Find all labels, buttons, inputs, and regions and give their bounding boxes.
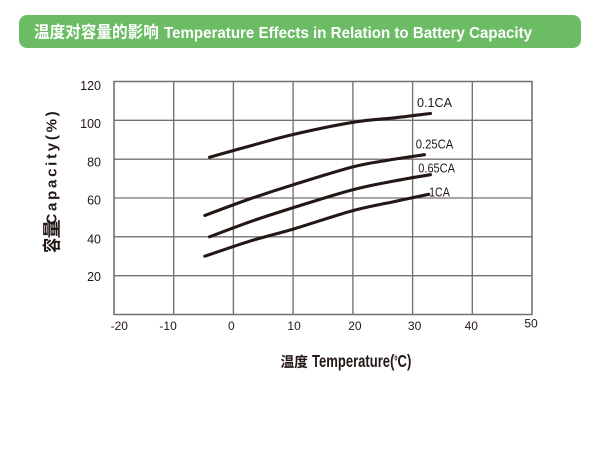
svg-text:10: 10 — [287, 319, 301, 333]
svg-text:80: 80 — [87, 155, 101, 169]
svg-text:0.65CA: 0.65CA — [418, 162, 455, 176]
svg-text:Temperature Effects in Relatio: Temperature Effects in Relation to Batte… — [164, 25, 532, 42]
svg-text:20: 20 — [87, 270, 101, 284]
svg-text:20: 20 — [348, 319, 362, 333]
svg-text:0.25CA: 0.25CA — [416, 137, 454, 151]
svg-text:30: 30 — [408, 319, 422, 333]
svg-text:60: 60 — [87, 194, 101, 208]
svg-text:Temperature(0C): Temperature(0C) — [312, 351, 411, 371]
svg-text:40: 40 — [465, 319, 479, 333]
svg-text:100: 100 — [80, 117, 101, 131]
svg-text:-20: -20 — [111, 319, 129, 333]
svg-text:120: 120 — [80, 79, 101, 93]
svg-text:-10: -10 — [159, 319, 177, 333]
svg-text:1CA: 1CA — [429, 186, 450, 200]
svg-text:0: 0 — [228, 319, 235, 333]
svg-text:50: 50 — [524, 317, 538, 331]
svg-text:0.1CA: 0.1CA — [417, 96, 453, 110]
svg-text:40: 40 — [87, 233, 101, 247]
